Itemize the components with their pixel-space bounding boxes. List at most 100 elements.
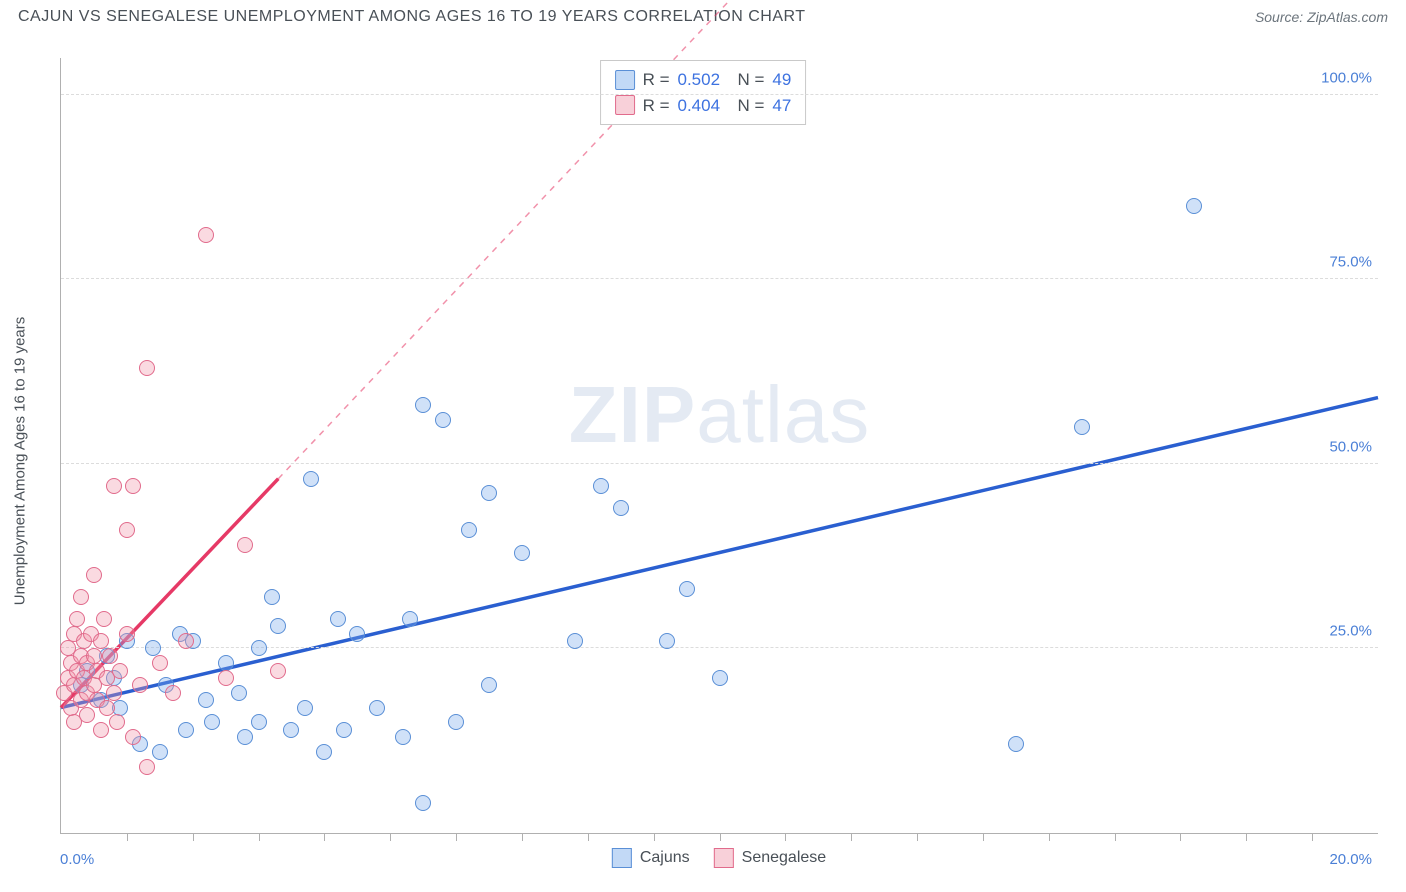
x-tick [588, 833, 589, 841]
x-tick [324, 833, 325, 841]
data-point [415, 795, 431, 811]
x-tick [1180, 833, 1181, 841]
trend-line [61, 398, 1378, 708]
data-point [659, 633, 675, 649]
x-tick [1246, 833, 1247, 841]
data-point [297, 700, 313, 716]
data-point [198, 227, 214, 243]
data-point [102, 648, 118, 664]
data-point [1074, 419, 1090, 435]
data-point [198, 692, 214, 708]
x-tick [259, 833, 260, 841]
swatch-blue [612, 848, 632, 868]
gridline [61, 94, 1378, 95]
data-point [349, 626, 365, 642]
data-point [316, 744, 332, 760]
series-legend: Cajuns Senegalese [612, 848, 826, 868]
legend-row-cajuns: R = 0.502 N = 49 [615, 67, 792, 93]
x-tick [1049, 833, 1050, 841]
data-point [152, 744, 168, 760]
data-point [125, 729, 141, 745]
data-point [283, 722, 299, 738]
legend-row-senegalese: R = 0.404 N = 47 [615, 93, 792, 119]
x-tick [851, 833, 852, 841]
data-point [251, 714, 267, 730]
data-point [237, 729, 253, 745]
x-tick [720, 833, 721, 841]
data-point [178, 722, 194, 738]
data-point [96, 611, 112, 627]
data-point [1008, 736, 1024, 752]
x-tick [1115, 833, 1116, 841]
data-point [415, 397, 431, 413]
data-point [93, 722, 109, 738]
data-point [132, 677, 148, 693]
data-point [86, 567, 102, 583]
r-value-senegalese: 0.404 [678, 93, 721, 119]
data-point [251, 640, 267, 656]
data-point [567, 633, 583, 649]
data-point [125, 478, 141, 494]
data-point [461, 522, 477, 538]
data-point [109, 714, 125, 730]
data-point [93, 633, 109, 649]
data-point [231, 685, 247, 701]
data-point [145, 640, 161, 656]
data-point [593, 478, 609, 494]
legend-item-cajuns: Cajuns [612, 848, 690, 868]
x-tick [1312, 833, 1313, 841]
data-point [99, 700, 115, 716]
data-point [270, 663, 286, 679]
chart-container: Unemployment Among Ages 16 to 19 years Z… [50, 48, 1388, 874]
data-point [204, 714, 220, 730]
data-point [86, 648, 102, 664]
chart-header: CAJUN VS SENEGALESE UNEMPLOYMENT AMONG A… [0, 0, 1406, 32]
swatch-blue [615, 70, 635, 90]
data-point [218, 670, 234, 686]
data-point [106, 685, 122, 701]
x-tick [917, 833, 918, 841]
x-tick [785, 833, 786, 841]
x-axis-max-label: 20.0% [1329, 851, 1372, 868]
data-point [336, 722, 352, 738]
data-point [139, 360, 155, 376]
legend-label: Cajuns [640, 849, 690, 867]
data-point [237, 537, 253, 553]
data-point [514, 545, 530, 561]
n-value-cajuns: 49 [772, 67, 791, 93]
data-point [165, 685, 181, 701]
data-point [112, 663, 128, 679]
data-point [119, 626, 135, 642]
data-point [270, 618, 286, 634]
data-point [448, 714, 464, 730]
y-tick-label: 25.0% [1329, 623, 1372, 640]
correlation-legend: R = 0.502 N = 49 R = 0.404 N = 47 [600, 60, 807, 125]
data-point [119, 522, 135, 538]
n-value-senegalese: 47 [772, 93, 791, 119]
data-point [303, 471, 319, 487]
gridline [61, 463, 1378, 464]
data-point [481, 677, 497, 693]
data-point [178, 633, 194, 649]
legend-item-senegalese: Senegalese [714, 848, 827, 868]
data-point [481, 485, 497, 501]
data-point [106, 478, 122, 494]
r-value-cajuns: 0.502 [678, 67, 721, 93]
swatch-pink [615, 95, 635, 115]
y-tick-label: 100.0% [1321, 69, 1372, 86]
swatch-pink [714, 848, 734, 868]
data-point [613, 500, 629, 516]
gridline [61, 278, 1378, 279]
data-point [679, 581, 695, 597]
x-tick [654, 833, 655, 841]
plot-area: ZIPatlas R = 0.502 N = 49 R = 0.404 N = … [60, 58, 1378, 834]
x-tick [983, 833, 984, 841]
data-point [218, 655, 234, 671]
legend-label: Senegalese [742, 849, 827, 867]
x-tick [522, 833, 523, 841]
data-point [330, 611, 346, 627]
data-point [1186, 198, 1202, 214]
data-point [395, 729, 411, 745]
data-point [712, 670, 728, 686]
data-point [139, 759, 155, 775]
